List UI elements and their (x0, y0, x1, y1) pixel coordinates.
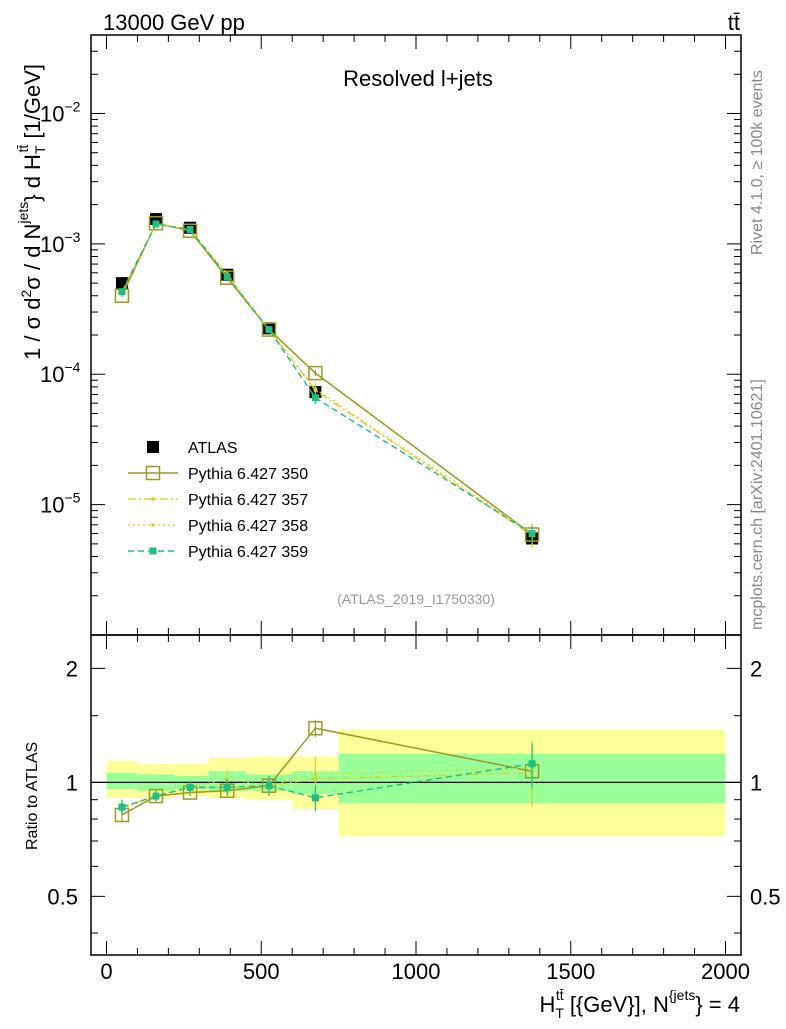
point-marker (148, 215, 164, 231)
legend-marker (149, 547, 157, 555)
ratio-xtick-label: 1500 (546, 959, 595, 984)
main-ylabel: 1 / σ d2σ / d Njets} d HTtt̄ [1/GeV] (15, 64, 48, 360)
ratio-xtick-label: 500 (243, 959, 280, 984)
point-marker (182, 223, 198, 239)
ratio-ytick-label-right: 0.5 (750, 884, 781, 909)
energy-label: 13000 GeV pp (103, 10, 245, 35)
ratio-point-marker (152, 792, 160, 800)
ratio-point-marker (118, 803, 126, 811)
legend-marker (145, 465, 161, 481)
ratio-point-marker (528, 760, 536, 768)
legend-marker (151, 523, 155, 527)
ratio-point-marker (308, 720, 323, 736)
process-label: tt̄ (728, 10, 740, 35)
ratio-point-marker (265, 782, 273, 790)
point-marker (118, 288, 126, 296)
ratio-axis-ticks: 0 500 1000 1500 2000 0.5 0.5 1 1 2 2 (47, 635, 781, 984)
point-marker (308, 365, 323, 381)
ratio-uncertainty-bands (91, 729, 741, 837)
legend-marker (147, 441, 159, 453)
point-marker (186, 225, 194, 233)
ratio-ytick-label-right: 1 (750, 770, 762, 795)
ratio-ytick-label-right: 2 (750, 656, 762, 681)
series-line (121, 223, 533, 535)
main-panel: 10−5 10−4 10−3 10−2 Resolved l+jets (ATLAS_… (15, 34, 742, 636)
legend-label: Pythia 6.427 358 (188, 518, 308, 535)
point-marker (223, 273, 231, 281)
point-marker (528, 530, 536, 538)
legend-label: ATLAS (188, 440, 238, 457)
legend-item: Pythia 6.427 350 (128, 465, 308, 483)
main-ytick-label: 10−5 (40, 490, 81, 518)
ratio-point-marker (223, 783, 231, 791)
legend-marker (151, 497, 155, 501)
series-4 (118, 220, 536, 543)
ratio-xtick-label: 1000 (392, 959, 441, 984)
legend-label: Pythia 6.427 357 (188, 492, 308, 509)
ratio-xtick-label: 0 (100, 959, 112, 984)
band-inner (106, 772, 138, 790)
series-1 (114, 215, 540, 542)
point-marker (313, 387, 318, 391)
point-marker (261, 322, 277, 337)
main-axis-ticks: 10−5 10−4 10−3 10−2 (40, 34, 741, 636)
series-2 (120, 222, 534, 549)
analysis-id: (ATLAS_2019_I1750330) (337, 591, 495, 607)
ratio-point-marker (186, 783, 194, 791)
ratio-ytick-label: 1 (66, 770, 78, 795)
rivet-watermark: Rivet 4.1.0, ≥ 100k events (749, 70, 766, 255)
mcplots-watermark: mcplots.cern.ch [arXiv:2401.10621] (749, 379, 766, 630)
point-marker (219, 270, 235, 285)
legend-item: Pythia 6.427 359 (128, 544, 308, 561)
main-ytick-label: 10−3 (40, 229, 81, 257)
legend-item: ATLAS (147, 440, 238, 457)
point-marker (311, 394, 319, 402)
ratio-ylabel: Ratio to ATLAS (24, 742, 41, 850)
ratio-xtick-label: 2000 (701, 959, 750, 984)
main-ytick-label: 10−4 (40, 359, 81, 387)
main-data-marks (114, 213, 540, 549)
ratio-data-marks (114, 720, 540, 823)
series-line (121, 222, 533, 536)
point-marker (265, 326, 273, 334)
legend-label: Pythia 6.427 350 (188, 466, 308, 483)
point-marker (152, 220, 160, 228)
ratio-point-marker (311, 794, 319, 802)
legend-item: Pythia 6.427 357 (128, 492, 308, 509)
ratio-point-marker (313, 772, 318, 777)
ratio-ytick-label: 0.5 (47, 884, 78, 909)
main-ytick-label: 10−2 (40, 98, 81, 126)
ratio-panel: 0 500 1000 1500 2000 0.5 0.5 1 1 2 2 Ratio to ATLA… (24, 634, 781, 1021)
x-axis-label: HTtt̄ [{GeV}], N{jets} = 4 (539, 987, 740, 1021)
legend: ATLAS Pythia 6.427 350 Pythia 6.427 357 Pyt… (128, 440, 308, 561)
legend-item: Pythia 6.427 358 (128, 518, 308, 535)
ratio-series-3 (118, 743, 536, 815)
ratio-point-marker (148, 788, 164, 804)
legend-label: Pythia 6.427 359 (188, 544, 308, 561)
main-title: Resolved l+jets (343, 66, 493, 91)
series-3 (120, 221, 534, 547)
ratio-ytick-label: 2 (66, 656, 78, 681)
series-line (121, 222, 533, 535)
